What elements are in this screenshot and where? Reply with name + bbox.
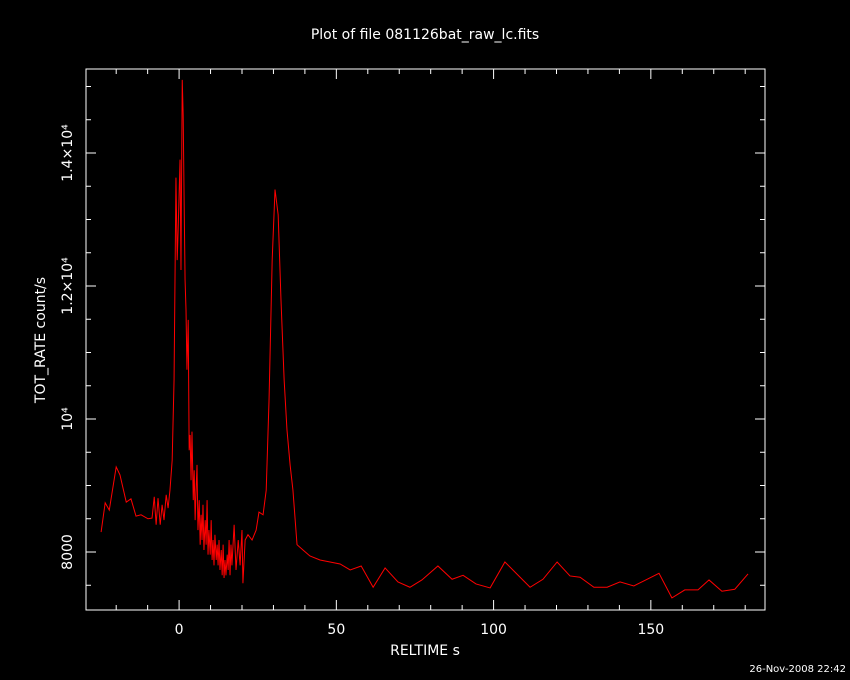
x-tick-label: 50 xyxy=(327,622,345,638)
x-axis-label: RELTIME s xyxy=(390,643,460,659)
x-tick-label: 0 xyxy=(175,622,184,638)
x-tick-label: 150 xyxy=(637,622,664,638)
timestamp: 26-Nov-2008 22:42 xyxy=(749,664,846,675)
y-tick-label: 1.2×10⁴ xyxy=(60,257,76,315)
chart-title: Plot of file 081126bat_raw_lc.fits xyxy=(311,27,539,43)
y-tick-label: 1.4×10⁴ xyxy=(60,124,76,182)
plot-frame xyxy=(85,68,766,611)
data-line xyxy=(100,79,749,599)
y-tick-label: 10⁴ xyxy=(60,407,76,431)
y-tick-label: 8000 xyxy=(60,534,76,570)
y-axis-label: TOT_RATE count/s xyxy=(33,277,49,404)
x-tick-label: 100 xyxy=(480,622,507,638)
